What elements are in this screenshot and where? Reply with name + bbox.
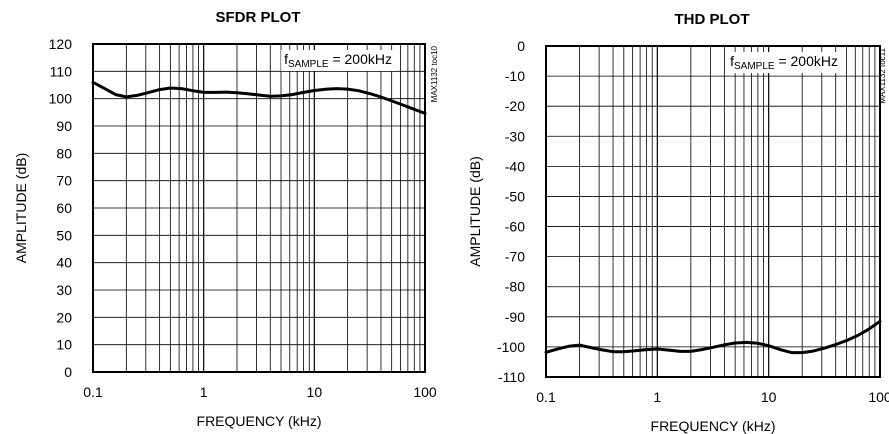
thd-x-tick-label: 1 <box>653 389 661 405</box>
thd-y-tick-label: -60 <box>505 219 525 235</box>
thd-y-tick-label: -50 <box>505 188 525 204</box>
thd-x-axis-label: FREQUENCY (kHz) <box>651 418 776 434</box>
thd-y-tick-label: -100 <box>497 339 525 355</box>
sfdr-annotation-background <box>281 50 395 71</box>
thd-x-tick-label: 100 <box>868 389 889 405</box>
sfdr-y-tick-label: 80 <box>56 145 72 161</box>
sfdr-figure-code: MAX1132 toc10 <box>430 45 439 102</box>
thd-y-tick-label: 0 <box>517 38 525 54</box>
thd-y-tick-label: -10 <box>505 68 525 84</box>
sfdr-x-tick-label: 1 <box>200 384 208 400</box>
sfdr-x-tick-label: 10 <box>307 384 323 400</box>
sfdr-y-tick-label: 100 <box>49 91 73 107</box>
sfdr-y-axis-label: AMPLITUDE (dB) <box>13 153 29 263</box>
thd-figure-code: MAX1132 toc11 <box>878 47 887 103</box>
sfdr-x-axis-label: FREQUENCY (kHz) <box>197 413 322 429</box>
sfdr-y-tick-label: 120 <box>49 36 73 52</box>
sfdr-x-tick-labels: 0.1 1 10 100 <box>83 384 437 400</box>
sfdr-y-tick-label: 110 <box>50 63 73 79</box>
thd-x-tick-label: 0.1 <box>536 389 556 405</box>
sfdr-y-tick-label: 60 <box>56 200 72 216</box>
sfdr-annotation-subscript: SAMPLE <box>288 59 329 70</box>
sfdr-y-tick-label: 90 <box>56 118 72 134</box>
sfdr-x-tick-label: 0.1 <box>83 384 103 400</box>
thd-y-tick-label: -40 <box>505 158 525 174</box>
thd-grid <box>546 46 880 377</box>
thd-plot-frame <box>545 45 881 378</box>
sfdr-y-tick-label: 0 <box>64 364 72 380</box>
thd-annotation-subscript: SAMPLE <box>734 61 775 72</box>
sfdr-y-tick-labels: 0 10 20 30 40 50 60 70 80 90 100 110 120 <box>49 36 73 380</box>
sfdr-y-tick-label: 30 <box>56 282 72 298</box>
sfdr-y-tick-label: 70 <box>56 173 72 189</box>
sfdr-y-tick-label: 20 <box>56 309 72 325</box>
sfdr-annotation-f: f <box>284 51 288 67</box>
thd-annotation-background <box>727 52 841 73</box>
thd-y-tick-label: -20 <box>505 98 525 114</box>
sfdr-y-tick-label: 40 <box>56 255 72 271</box>
thd-y-tick-label: -70 <box>505 249 525 265</box>
thd-series-line <box>544 319 882 355</box>
thd-annotation-value: = 200kHz <box>775 53 838 69</box>
thd-y-tick-label: -90 <box>505 309 525 325</box>
thd-x-tick-label: 10 <box>761 389 777 405</box>
thd-y-tick-label: -110 <box>498 369 525 385</box>
sfdr-y-tick-label: 10 <box>56 337 72 353</box>
thd-x-tick-labels: 0.1 1 10 100 <box>536 389 889 405</box>
thd-y-axis-label: AMPLITUDE (dB) <box>467 156 483 266</box>
sfdr-y-tick-label: 50 <box>56 227 72 243</box>
thd-y-tick-labels: 0 -10 -20 -30 -40 -50 -60 -70 -80 -90 -100 -110 <box>497 38 525 385</box>
sfdr-annotation-value: = 200kHz <box>329 51 392 67</box>
sfdr-chart-title: SFDR PLOT <box>216 9 301 26</box>
thd-y-tick-label: -80 <box>505 279 525 295</box>
thd-annotation-f: f <box>730 53 734 69</box>
sfdr-series-line <box>91 80 427 115</box>
thd-annotation: fSAMPLE = 200kHz <box>730 53 838 72</box>
sfdr-x-tick-label: 100 <box>413 384 437 400</box>
sfdr-plot-frame <box>92 43 426 373</box>
thd-chart: THD PLOT 0 -10 -20 -30 -40 -50 -60 -70 -80 -90 -10… <box>467 11 889 434</box>
thd-chart-title: THD PLOT <box>675 11 750 28</box>
thd-y-tick-label: -30 <box>505 128 525 144</box>
sfdr-annotation: fSAMPLE = 200kHz <box>284 51 392 70</box>
sfdr-grid <box>93 44 425 372</box>
